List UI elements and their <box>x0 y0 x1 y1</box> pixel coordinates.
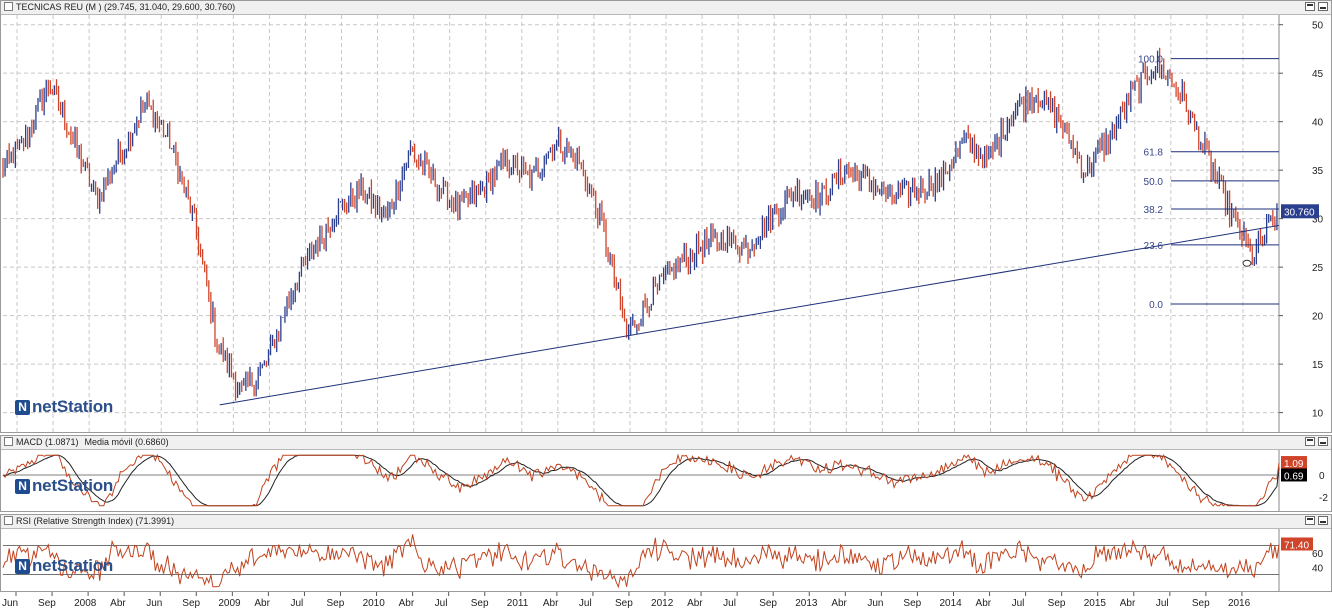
price-panel-title-bar: TECNICAS REU (M ) (29.745, 31.040, 29.60… <box>1 1 1331 15</box>
signal-value-label: 0.69 <box>1284 471 1304 482</box>
signal-value-tag <box>1281 468 1307 482</box>
x-tick-label: 2011 <box>507 598 529 609</box>
panel-icon <box>4 437 13 446</box>
price-y-tick-label: 45 <box>1312 69 1324 80</box>
x-tick-label: Jul <box>1012 598 1025 609</box>
x-tick-label: Sep <box>615 598 633 609</box>
rsi-line <box>2 534 1280 589</box>
x-tick-label: Sep <box>903 598 921 609</box>
macd-y-tick-label: 0 <box>1319 471 1325 482</box>
macd-panel: MACD (1.0871) Media móvil (0.6860) 0 -2 1.0… <box>0 435 1332 512</box>
rsi-value-label: 71.40 <box>1284 540 1309 551</box>
x-tick-label: Jun <box>867 598 883 609</box>
x-tick-label: Sep <box>1192 598 1210 609</box>
trendline <box>219 224 1280 406</box>
x-tick-label: Jul <box>290 598 303 609</box>
rsi-value-tag <box>1281 537 1313 551</box>
rsi-y-tick-label: 60 <box>1312 549 1324 560</box>
macd-value-tag <box>1281 456 1307 470</box>
price-grid <box>3 15 1279 432</box>
x-tick-label: Jul <box>723 598 736 609</box>
rsi-panel: RSI (Relative Strength Index) (71.3991) … <box>0 514 1332 592</box>
macd-y-tick-label: -2 <box>1319 493 1328 504</box>
x-tick-label: Sep <box>182 598 200 609</box>
panel-icon <box>4 2 13 11</box>
last-value-label: 30.760 <box>1284 207 1315 218</box>
x-tick-label: Sep <box>327 598 345 609</box>
x-tick-label: 2012 <box>651 598 674 609</box>
x-tick-label: Abr <box>831 598 847 609</box>
x-tick-label: Abr <box>543 598 559 609</box>
x-tick-label: Abr <box>399 598 415 609</box>
price-panel: TECNICAS REU (M ) (29.745, 31.040, 29.60… <box>0 0 1332 433</box>
price-y-tick-label: 15 <box>1312 360 1324 371</box>
macd-panel-title: MACD (1.0871) <box>16 437 79 447</box>
netstation-logo-mark: N <box>15 400 30 415</box>
x-tick-label: 2015 <box>1084 598 1107 609</box>
x-tick-label: 2014 <box>939 598 962 609</box>
rsi-panel-title: RSI (Relative Strength Index) (71.3991) <box>16 516 175 526</box>
macd-panel-title-bar: MACD (1.0871) Media móvil (0.6860) <box>1 436 1331 450</box>
minimize-button[interactable] <box>1318 437 1328 446</box>
fib-level-label: 38.2 <box>1144 205 1164 216</box>
restore-button[interactable] <box>1305 437 1315 446</box>
fib-level-label: 100.0 <box>1138 55 1163 66</box>
restore-button[interactable] <box>1305 2 1315 11</box>
x-tick-label: Jun <box>2 598 18 609</box>
rsi-panel-title-bar: RSI (Relative Strength Index) (71.3991) <box>1 515 1331 529</box>
fib-level-label: 23.6 <box>1144 241 1164 252</box>
minimize-button[interactable] <box>1318 516 1328 525</box>
x-tick-label: Jul <box>579 598 592 609</box>
price-y-tick-label: 25 <box>1312 263 1324 274</box>
x-tick-label: Sep <box>1048 598 1066 609</box>
x-tick-label: Sep <box>759 598 777 609</box>
macd-value-label: 1.09 <box>1284 459 1304 470</box>
x-tick-label: Abr <box>110 598 126 609</box>
macd-chart: 0 -2 1.090.69 <box>2 450 1328 511</box>
minimize-button[interactable] <box>1318 2 1328 11</box>
x-tick-label: Jun <box>146 598 162 609</box>
price-y-tick-label: 40 <box>1312 118 1324 129</box>
price-y-tick-label: 50 <box>1312 21 1324 32</box>
macd-line <box>2 453 1280 507</box>
netstation-logo-mark: N <box>15 559 30 574</box>
price-y-tick-label: 20 <box>1312 312 1324 323</box>
x-tick-label: Sep <box>471 598 489 609</box>
x-tick-label: 2010 <box>363 598 386 609</box>
rsi-y-tick-label: 40 <box>1312 563 1324 574</box>
macd-signal-legend: Media móvil (0.6860) <box>84 437 169 447</box>
last-value-tag <box>1281 204 1319 219</box>
price-panel-title: TECNICAS REU (M ) (29.745, 31.040, 29.60… <box>16 2 236 12</box>
x-tick-label: Abr <box>976 598 992 609</box>
x-tick-label: 2013 <box>795 598 818 609</box>
price-y-tick-label: 10 <box>1312 409 1324 420</box>
x-tick-label: Abr <box>1120 598 1136 609</box>
fibonacci-retracement: 100.0 61.8 50.0 38.2 23.6 0.0 <box>1138 55 1279 311</box>
x-tick-label: Sep <box>38 598 56 609</box>
fib-level-label: 50.0 <box>1144 177 1164 188</box>
price-y-tick-label: 35 <box>1312 166 1324 177</box>
price-bars <box>2 47 1278 401</box>
price-chart: 50 45 40 35 30 25 20 15 10 100.0 61.8 50.0 38.2 23.6 0… <box>2 15 1324 432</box>
x-tick-label: Abr <box>687 598 703 609</box>
rsi-chart: 60 40 71.40 <box>2 529 1324 591</box>
netstation-logo-mark: N <box>15 479 30 494</box>
x-tick-label: Jul <box>1156 598 1169 609</box>
x-tick-label: 2008 <box>74 598 97 609</box>
x-tick-label: 2016 <box>1228 598 1251 609</box>
fib-level-label: 61.8 <box>1144 148 1164 159</box>
restore-button[interactable] <box>1305 516 1315 525</box>
fib-level-label: 0.0 <box>1149 300 1163 311</box>
panel-icon <box>4 516 13 525</box>
x-tick-label: Abr <box>254 598 270 609</box>
x-tick-label: 2009 <box>218 598 241 609</box>
marker-circle <box>1242 259 1252 267</box>
x-tick-label: Jul <box>435 598 448 609</box>
price-y-tick-label: 30 <box>1312 215 1324 226</box>
x-axis: Jun Sep 2008 Abr Jun Sep 2009 Abr Jul Sep 2010 Abr J… <box>0 591 1332 611</box>
